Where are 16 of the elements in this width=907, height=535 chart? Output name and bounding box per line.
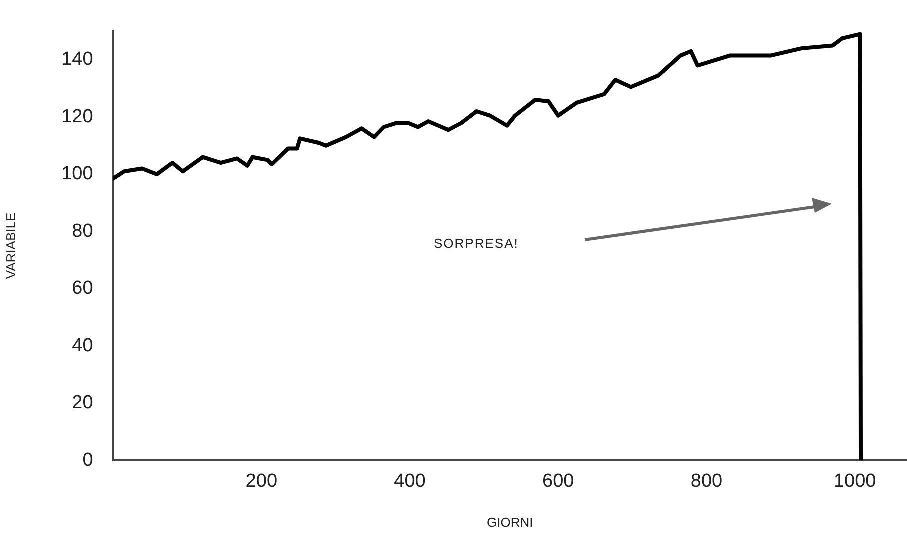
y-tick-label: 40	[72, 335, 94, 356]
y-tick-label: 140	[62, 49, 94, 70]
x-axis-title: GIORNI	[487, 514, 534, 530]
y-tick-label: 120	[62, 106, 94, 128]
y-tick-label: 20	[72, 392, 94, 414]
y-tick-label: 0	[82, 450, 94, 471]
y-tick-label: 100	[62, 164, 94, 185]
y-axis-title: VARIABILE	[3, 212, 18, 280]
x-tick-label: 800	[690, 471, 723, 492]
x-tick-label: 600	[542, 471, 574, 492]
x-tick-label: 200	[246, 471, 278, 492]
annotation: SORPRESA!	[434, 236, 519, 251]
x-tick-label: 400	[394, 471, 426, 492]
y-tick-label: 60	[72, 278, 94, 300]
x-tick-label: 1000	[834, 471, 876, 492]
y-tick-label: 80	[72, 220, 94, 242]
